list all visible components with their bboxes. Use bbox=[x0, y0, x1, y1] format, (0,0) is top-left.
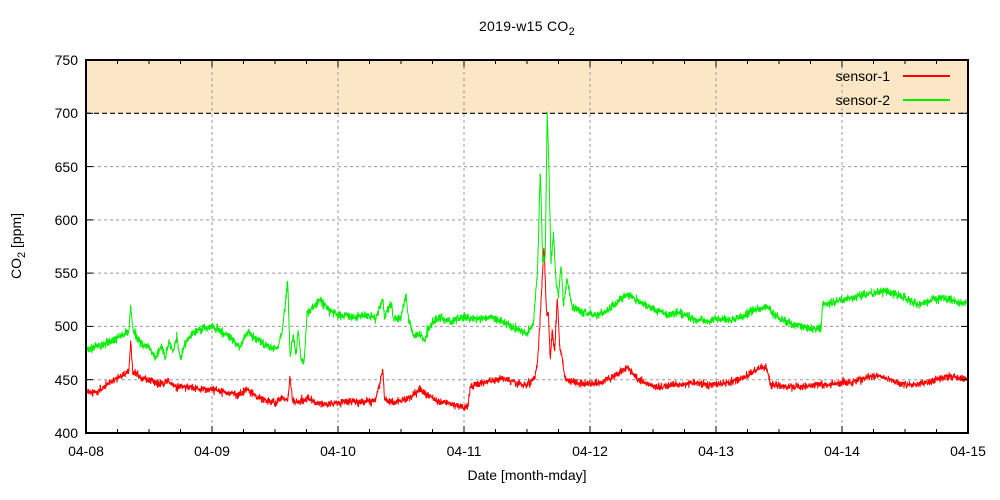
x-tick-label: 04-12 bbox=[572, 443, 608, 459]
x-tick-label: 04-11 bbox=[446, 443, 482, 459]
legend-entry-sensor-1: sensor-1 bbox=[770, 64, 960, 88]
x-tick-label: 04-08 bbox=[68, 443, 104, 459]
chart-title: 2019-w15 CO2 bbox=[86, 18, 968, 38]
y-tick-label: 600 bbox=[54, 211, 78, 228]
legend-entry-sensor-2: sensor-2 bbox=[770, 88, 960, 112]
y-tick-label: 700 bbox=[54, 105, 78, 122]
y-tick-label: 500 bbox=[54, 318, 78, 335]
legend-label-sensor-1: sensor-1 bbox=[835, 68, 890, 84]
x-axis-label: Date [month-mday] bbox=[467, 467, 587, 483]
chart-title-subscript: 2 bbox=[568, 25, 576, 38]
x-tick-label: 04-13 bbox=[698, 443, 734, 459]
y-tick-label: 550 bbox=[54, 265, 78, 282]
legend-line-sample-sensor-1 bbox=[903, 75, 950, 77]
y-tick-label: 450 bbox=[54, 371, 78, 388]
x-tick-label: 04-14 bbox=[824, 443, 860, 459]
x-tick-label: 04-15 bbox=[950, 443, 986, 459]
legend: sensor-1 sensor-2 bbox=[770, 64, 960, 112]
x-tick-label: 04-10 bbox=[320, 443, 356, 459]
legend-line-sample-sensor-2 bbox=[903, 99, 950, 101]
y-tick-label: 400 bbox=[54, 425, 78, 441]
chart-title-text: 2019-w15 CO bbox=[478, 18, 569, 34]
legend-label-sensor-2: sensor-2 bbox=[835, 92, 890, 108]
y-tick-label: 650 bbox=[54, 158, 78, 175]
y-tick-label: 750 bbox=[54, 52, 78, 68]
x-tick-label: 04-09 bbox=[194, 443, 230, 459]
